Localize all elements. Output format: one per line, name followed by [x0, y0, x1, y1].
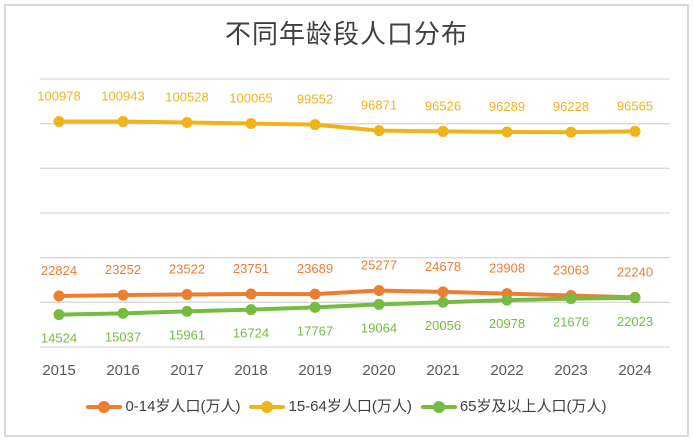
data-label: 100943: [101, 89, 144, 104]
data-label: 14524: [41, 331, 77, 346]
data-label: 100978: [37, 88, 80, 103]
data-point-marker: [309, 301, 321, 313]
data-label: 96228: [553, 99, 589, 114]
data-label: 96526: [425, 98, 461, 113]
chart-frame: [4, 4, 689, 437]
x-axis-label: 2019: [298, 362, 331, 379]
data-label: 22824: [41, 263, 77, 278]
data-point-marker: [501, 126, 513, 138]
x-axis-label: 2022: [490, 362, 523, 379]
legend-label: 0-14岁人口(万人): [125, 398, 241, 415]
data-label: 22023: [617, 314, 653, 329]
data-label: 20978: [489, 316, 525, 331]
data-point-marker: [565, 293, 577, 305]
series-line-2: [57, 295, 637, 317]
data-point-marker: [53, 309, 65, 321]
legend-line-dot-icon: [420, 400, 457, 414]
data-label: 96289: [489, 99, 525, 114]
x-axis-label: 2021: [426, 362, 459, 379]
x-axis-label: 2018: [234, 362, 267, 379]
data-label: 99552: [297, 92, 333, 107]
x-axis-label: 2016: [106, 362, 139, 379]
data-point-marker: [501, 294, 513, 306]
data-point-marker: [373, 125, 385, 137]
data-label: 17767: [297, 323, 333, 338]
data-label: 96565: [617, 98, 653, 113]
data-label: 23908: [489, 261, 525, 276]
data-point-marker: [309, 288, 321, 300]
legend-line-dot-icon: [249, 400, 286, 414]
legend: 0-14岁人口(万人) 15-64岁人口(万人) 65岁及以上人口(万人): [0, 393, 693, 421]
x-axis-label: 2017: [170, 362, 203, 379]
data-label: 24678: [425, 259, 461, 274]
data-label: 23522: [169, 261, 205, 276]
legend-item-1: 15-64岁人口(万人): [249, 398, 412, 415]
legend-item-0: 0-14岁人口(万人): [86, 399, 240, 415]
x-axis-label: 2020: [362, 362, 395, 379]
data-label: 23063: [553, 262, 589, 277]
data-label: 100065: [229, 91, 272, 106]
data-label: 20056: [425, 318, 461, 333]
x-axis-label: 2023: [554, 362, 587, 379]
legend-label: 65岁及以上人口(万人): [459, 398, 607, 415]
data-point-marker: [53, 115, 65, 127]
data-point-marker: [117, 289, 129, 301]
data-point-marker: [53, 290, 65, 302]
data-label: 21676: [553, 315, 589, 330]
data-point-marker: [373, 298, 385, 310]
series-line-0: [57, 288, 637, 300]
data-label: 23751: [233, 261, 269, 276]
legend-line-dot-icon: [86, 400, 123, 414]
data-point-marker: [181, 116, 193, 128]
data-point-marker: [245, 118, 257, 130]
legend-item-2: 65岁及以上人口(万人): [420, 398, 607, 415]
data-point-marker: [181, 288, 193, 300]
x-axis-label: 2015: [42, 362, 75, 379]
data-point-marker: [437, 296, 449, 308]
data-label: 15037: [105, 329, 141, 344]
chart-title: 不同年龄段人口分布: [224, 20, 468, 50]
data-point-marker: [117, 307, 129, 319]
data-point-marker: [245, 304, 257, 316]
data-point-marker: [373, 285, 385, 297]
data-point-marker: [565, 126, 577, 138]
data-label: 100528: [165, 89, 208, 104]
data-label: 22240: [617, 264, 653, 279]
data-point-marker: [437, 286, 449, 298]
data-label: 96871: [361, 98, 397, 113]
data-point-marker: [181, 305, 193, 317]
data-label: 15961: [169, 327, 205, 342]
data-label: 23689: [297, 261, 333, 276]
data-label: 16724: [233, 326, 269, 341]
series-line-1: [57, 119, 637, 135]
data-point-marker: [309, 119, 321, 131]
legend-label: 15-64岁人口(万人): [288, 398, 412, 415]
x-axis-label: 2024: [618, 362, 651, 379]
data-label: 25277: [361, 258, 397, 273]
data-point-marker: [437, 125, 449, 137]
data-label: 19064: [361, 320, 397, 335]
data-point-marker: [629, 292, 641, 304]
data-point-marker: [629, 125, 641, 137]
data-label: 23252: [105, 262, 141, 277]
data-point-marker: [117, 116, 129, 128]
data-point-marker: [245, 288, 257, 300]
